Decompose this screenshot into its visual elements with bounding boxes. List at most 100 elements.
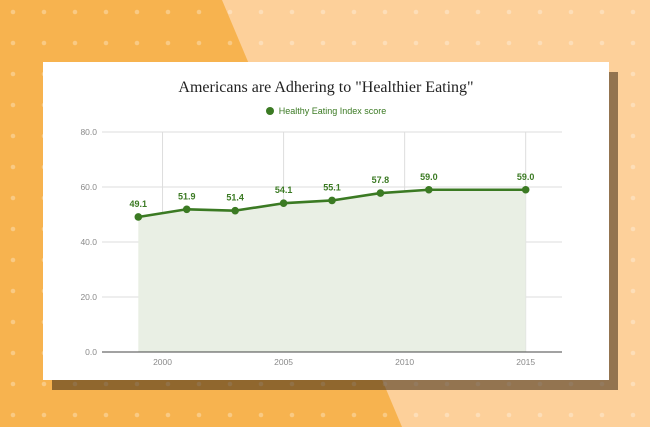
background-dot — [475, 381, 481, 387]
background-dot — [134, 9, 140, 15]
data-label: 49.1 — [130, 199, 148, 209]
background-dot — [258, 412, 264, 418]
background-dot — [320, 9, 326, 15]
background-dot — [630, 40, 636, 46]
background-dot — [196, 40, 202, 46]
background-dot — [506, 412, 512, 418]
legend-marker — [265, 107, 274, 115]
background-dot — [630, 319, 636, 325]
background-dot — [630, 350, 636, 356]
background-dot — [568, 9, 574, 15]
background-dot — [72, 9, 78, 15]
background-dot — [165, 412, 171, 418]
background-dot — [289, 381, 295, 387]
background-dot — [72, 412, 78, 418]
background-dot — [10, 164, 16, 170]
y-tick-label: 40.0 — [80, 237, 97, 247]
background-dot — [10, 9, 16, 15]
background-dot — [165, 9, 171, 15]
data-point — [425, 185, 433, 194]
background-dot — [41, 9, 47, 15]
background-dot — [10, 102, 16, 108]
background-dot — [10, 195, 16, 201]
background-dot — [165, 40, 171, 46]
background-dot — [413, 412, 419, 418]
background-dot — [289, 9, 295, 15]
background-dot — [568, 40, 574, 46]
background-dot — [227, 381, 233, 387]
background-dot — [630, 102, 636, 108]
background-dot — [103, 9, 109, 15]
background-dot — [599, 381, 605, 387]
x-tick-label: 2000 — [153, 357, 172, 367]
background-dot — [506, 9, 512, 15]
data-label: 57.8 — [372, 175, 390, 185]
background-dot — [10, 133, 16, 139]
data-point — [376, 189, 385, 197]
chart-title: Americans are Adhering to "Healthier Eat… — [178, 79, 474, 96]
series-line — [138, 188, 526, 219]
data-point — [182, 205, 191, 214]
background-dot — [351, 381, 357, 387]
background-dot — [351, 412, 357, 418]
background-dot — [537, 40, 543, 46]
line-chart-plot: 0.0 20.0 40.0 60.0 80.0 2000 2005 2010 2015 49.1 5… — [80, 127, 562, 367]
background-dot — [630, 288, 636, 294]
series-area — [138, 189, 526, 352]
background-dot — [72, 381, 78, 387]
background-dot — [630, 257, 636, 263]
background-dot — [10, 412, 16, 418]
background-dot — [630, 71, 636, 77]
background-dot — [320, 381, 326, 387]
background-dot — [382, 40, 388, 46]
background-dot — [41, 381, 47, 387]
background-dot — [382, 9, 388, 15]
background-dot — [72, 40, 78, 46]
background-dot — [10, 257, 16, 263]
background-dot — [568, 381, 574, 387]
background-dot — [134, 40, 140, 46]
background-dot — [134, 381, 140, 387]
background-dot — [413, 9, 419, 15]
background-dot — [382, 381, 388, 387]
background-dot — [196, 412, 202, 418]
background-dot — [444, 9, 450, 15]
background-dot — [258, 381, 264, 387]
background-dot — [630, 133, 636, 139]
background-dot — [630, 381, 636, 387]
background-dot — [320, 40, 326, 46]
background-dot — [537, 381, 543, 387]
background-dot — [630, 195, 636, 201]
background-dot — [630, 412, 636, 418]
background-dot — [630, 226, 636, 232]
background-dot — [227, 9, 233, 15]
data-point — [521, 185, 530, 194]
background-dot — [227, 412, 233, 418]
background-dot — [630, 164, 636, 170]
background-dot — [10, 226, 16, 232]
background-dot — [10, 319, 16, 325]
chart-card: Americans are Adhering to "Healthier Eat… — [43, 62, 609, 380]
data-point — [328, 196, 336, 205]
background-dot — [537, 412, 543, 418]
data-label: 59.0 — [420, 172, 438, 182]
data-point — [279, 199, 288, 208]
background-dot — [351, 9, 357, 15]
background-dot — [568, 412, 574, 418]
background-dot — [320, 412, 326, 418]
background-dot — [599, 40, 605, 46]
background-dot — [41, 40, 47, 46]
background-dot — [351, 40, 357, 46]
data-label: 51.4 — [226, 193, 244, 203]
background-dot — [630, 9, 636, 15]
background-dot — [475, 40, 481, 46]
data-label: 51.9 — [178, 191, 196, 201]
background-dot — [258, 40, 264, 46]
background-dot — [41, 412, 47, 418]
background-dot — [10, 381, 16, 387]
y-tick-label: 0.0 — [85, 347, 97, 357]
data-point — [134, 213, 143, 221]
x-tick-label: 2005 — [274, 357, 293, 367]
background-dot — [103, 412, 109, 418]
background-dot — [227, 40, 233, 46]
